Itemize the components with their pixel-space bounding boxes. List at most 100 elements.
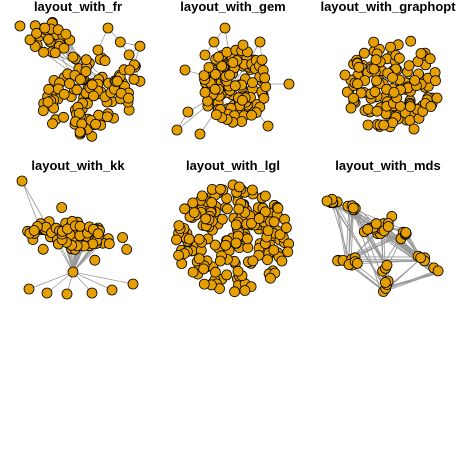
gem-node-129: [194, 128, 206, 140]
graphopt-node-149: [378, 119, 390, 131]
fr-node-80: [88, 90, 99, 102]
graphopt-node-148: [430, 75, 441, 87]
lgl-node-180: [198, 278, 210, 290]
lgl-node-63: [216, 213, 228, 225]
network-panel-mds: [321, 193, 444, 297]
mds-edge-77: [386, 273, 433, 292]
mds-node-50: [415, 252, 427, 264]
gem-node-124: [254, 36, 266, 48]
fr-node-104: [123, 49, 135, 61]
graphopt-node-86: [368, 36, 380, 48]
graphopt-node-132: [358, 47, 370, 59]
fr-node-127: [90, 118, 101, 130]
mds-node-25: [362, 223, 374, 235]
lgl-node-164: [209, 266, 221, 278]
lgl-node-174: [264, 272, 276, 284]
gem-node-131: [199, 49, 211, 61]
gem-node-95: [260, 81, 272, 93]
kk-node-80: [106, 284, 118, 296]
lgl-node-161: [188, 207, 200, 218]
fr-node-140: [92, 44, 104, 56]
mds-edge-9: [331, 200, 386, 288]
network-panel-fr: [14, 16, 146, 142]
gem-node-127: [182, 106, 194, 118]
lgl-node-156: [262, 254, 273, 266]
fr-node-81: [71, 84, 83, 96]
fr-node-25: [39, 22, 51, 34]
graphopt-node-152: [431, 92, 443, 104]
mds-node-10: [347, 202, 359, 214]
gem-node-107: [199, 87, 211, 98]
fr-node-75: [80, 66, 92, 77]
lgl-node-194: [246, 184, 258, 196]
graphopt-node-139: [370, 54, 382, 66]
lgl-node-126: [246, 217, 257, 229]
mds-node-26: [382, 221, 394, 232]
fr-node-20: [49, 47, 61, 59]
graphopt-node-112: [371, 105, 383, 117]
kk-edge-80: [72, 271, 134, 285]
fr-node-102: [123, 92, 134, 104]
lgl-node-135: [221, 203, 233, 215]
mds-edge-63: [349, 258, 421, 261]
mds-edge-18: [351, 209, 386, 265]
gem-node-128: [171, 124, 183, 136]
fr-node-103: [111, 75, 123, 87]
graphopt-node-140: [387, 117, 399, 129]
lgl-node-177: [229, 286, 241, 298]
fr-node-135: [64, 78, 75, 89]
fr-node-27: [60, 28, 72, 40]
mds-node-55: [379, 277, 391, 288]
graphopt-node-145: [369, 86, 381, 98]
kk-node-43: [121, 243, 133, 255]
fr-node-136: [43, 83, 55, 95]
lgl-node-160: [232, 265, 244, 277]
lgl-node-130: [183, 233, 195, 245]
graphopt-node-136: [353, 61, 365, 73]
fr-node-133: [75, 74, 86, 85]
panel-title-graphopt: layout_with_graphopt: [320, 0, 456, 14]
graphopt-node-147: [352, 78, 363, 90]
graphopt-node-121: [403, 60, 415, 71]
lgl-node-141: [230, 219, 242, 231]
fr-node-82: [86, 79, 98, 91]
kk-node-29: [89, 254, 101, 266]
network-panel-graphopt: [339, 35, 443, 135]
lgl-node-150: [230, 237, 242, 249]
lgl-node-176: [239, 285, 251, 296]
lgl-node-189: [196, 190, 208, 202]
fr-node-24: [31, 27, 42, 39]
lgl-node-114: [193, 253, 205, 265]
lgl-node-165: [253, 213, 265, 224]
lgl-node-197: [272, 202, 284, 214]
gem-node-76: [247, 77, 258, 88]
mds-node-57: [432, 265, 444, 277]
kk-edge-76: [46, 271, 74, 294]
fr-node-63: [134, 40, 146, 52]
kk-node-1: [37, 243, 49, 255]
fr-node-143: [74, 126, 86, 138]
kk-node-76: [23, 283, 35, 295]
kk-node-77: [41, 287, 53, 299]
fr-node-123: [47, 118, 58, 129]
panel-title-fr: layout_with_fr: [34, 0, 122, 14]
mds-edge-21: [348, 207, 387, 268]
gem-node-113: [221, 46, 233, 58]
lgl-node-152: [200, 213, 212, 225]
gem-node-121: [219, 22, 231, 34]
lgl-node-142: [259, 206, 271, 218]
graphopt-node-101: [362, 103, 374, 115]
lgl-node-181: [187, 266, 199, 278]
graphopt-node-73: [393, 52, 405, 64]
kk-edge-79: [72, 271, 113, 291]
lgl-node-159: [220, 239, 232, 251]
kk-node-70: [74, 220, 86, 232]
kk-node-2: [56, 202, 68, 213]
gem-node-87: [229, 80, 241, 92]
kk-edge-75: [28, 271, 74, 290]
kk-node-79: [86, 287, 98, 299]
lgl-node-163: [193, 233, 205, 245]
lgl-node-11: [221, 269, 233, 281]
fr-node-94: [114, 36, 126, 48]
graphopt-node-143: [387, 72, 398, 83]
